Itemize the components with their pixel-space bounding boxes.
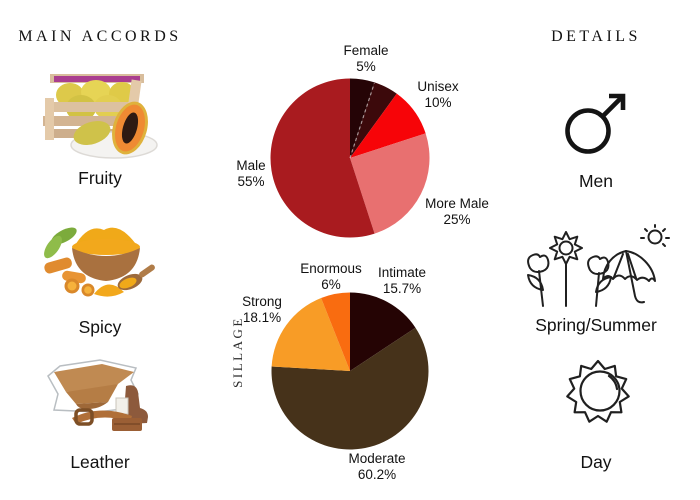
papaya-half xyxy=(112,101,148,155)
price-tag xyxy=(115,397,129,415)
boot xyxy=(124,385,148,424)
accord-label-fruity: Fruity xyxy=(78,168,122,188)
sun-inner-arc xyxy=(607,374,619,391)
main-accords-title: MAIN ACCORDS xyxy=(18,28,182,45)
crate-lining xyxy=(54,76,140,82)
crate-slat xyxy=(45,102,133,112)
tulip-leaf xyxy=(527,274,544,291)
sun-ray xyxy=(662,228,666,232)
male-symbol-icon xyxy=(565,93,626,154)
tulip-stem xyxy=(538,270,544,307)
sillage-axis-label: SILLAGE xyxy=(230,316,245,388)
sillage-pie-chart xyxy=(271,292,429,450)
pie-slice-unisex xyxy=(350,93,426,158)
pie-slice-intimate xyxy=(350,292,416,371)
spilled-powder xyxy=(94,284,124,297)
sun-spikes xyxy=(566,359,630,423)
leaf xyxy=(44,235,62,259)
leather-roll xyxy=(76,402,108,410)
pie-label-more-male: More Male 25% xyxy=(425,196,489,227)
flower-petals xyxy=(549,231,583,265)
crate-post xyxy=(45,98,54,140)
leather-image xyxy=(47,359,148,431)
detail-label-men: Men xyxy=(578,171,614,191)
tulip xyxy=(587,255,610,275)
pie-slice-male xyxy=(270,78,375,238)
pie-label-intimate: Intimate 15.7% xyxy=(377,265,427,296)
powder-top xyxy=(72,239,140,255)
wooden-bowl xyxy=(72,248,140,281)
leather-fold xyxy=(66,384,118,404)
sun-ray xyxy=(644,228,648,232)
pie-label-moderate: Moderate 60.2% xyxy=(348,451,406,482)
flower-center xyxy=(558,240,574,256)
turmeric-root xyxy=(44,257,72,274)
pie-label-strong: Strong 18.1% xyxy=(242,294,282,325)
belt-strap xyxy=(72,410,132,424)
accord-label-leather: Leather xyxy=(70,452,130,472)
scoop-powder xyxy=(119,277,137,289)
root-slice-core xyxy=(67,281,77,291)
whole-papaya xyxy=(73,121,111,145)
sun-disc xyxy=(579,370,621,412)
pie-slice-more-male xyxy=(350,133,430,234)
pie-label-female: Female 5% xyxy=(343,43,389,74)
detail-label-spring-summer: Spring/Summer xyxy=(535,315,657,335)
pie-slice-strong xyxy=(271,298,350,371)
belt-buckle xyxy=(74,408,94,426)
crate-slat xyxy=(43,116,131,126)
mars-circle xyxy=(565,108,611,154)
scoop-handle xyxy=(139,264,155,278)
gender-pie-chart xyxy=(270,78,430,238)
accord-label-spicy: Spicy xyxy=(78,317,122,337)
umbrella-rib xyxy=(627,253,637,279)
fruity-image xyxy=(43,74,158,159)
spicy-image xyxy=(44,227,155,297)
pie-slice-unlabeled-1 xyxy=(350,82,397,158)
pie-label-male: Male 55% xyxy=(236,158,266,189)
tulip xyxy=(527,253,550,273)
umbrella-rib xyxy=(613,253,624,278)
mars-arrow-head xyxy=(609,93,626,110)
small-sun xyxy=(647,229,663,245)
sun-ray xyxy=(662,243,666,247)
umbrella-pole xyxy=(625,250,645,304)
pie-slice-moderate xyxy=(271,327,429,450)
pie-slice-divider-dashed xyxy=(349,83,375,159)
mars-arrow-shaft xyxy=(600,94,625,119)
pie-label-enormous: Enormous 6% xyxy=(300,261,362,292)
pie-slice-enormous xyxy=(321,292,350,371)
detail-label-day: Day xyxy=(580,452,612,472)
details-title: DETAILS xyxy=(551,28,641,45)
sun-icon xyxy=(566,359,630,423)
flowers-umbrella-sun-icon xyxy=(527,224,670,307)
root-slice-core xyxy=(84,286,92,294)
pie-label-unisex: Unisex 10% xyxy=(417,79,459,110)
